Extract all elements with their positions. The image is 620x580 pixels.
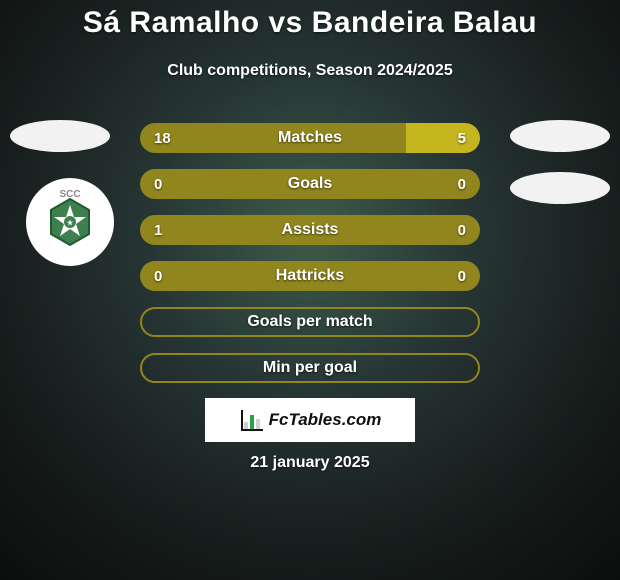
background: Sá Ramalho vs Bandeira Balau Club compet… — [0, 0, 620, 580]
stat-value-left: 1 — [154, 215, 162, 245]
player-left-photo — [10, 120, 110, 152]
stat-bar: Goals per match — [140, 307, 480, 337]
club-badge-icon: SCC ★ — [31, 183, 109, 261]
stat-label: Assists — [140, 215, 480, 245]
stat-bar: Hattricks0 0 — [140, 261, 480, 291]
content-region: Sá Ramalho vs Bandeira Balau Club compet… — [0, 0, 620, 500]
fctables-badge: FcTables.com — [205, 398, 415, 442]
player-right-photo — [510, 120, 610, 152]
stat-value-right: 0 — [458, 169, 466, 199]
bar-chart-icon — [239, 409, 263, 431]
stat-value-left: 0 — [154, 261, 162, 291]
stat-bar: Assists1 0 — [140, 215, 480, 245]
stat-value-left: 0 — [154, 169, 162, 199]
comparison-title: Sá Ramalho vs Bandeira Balau — [0, 6, 620, 40]
fctables-label: FcTables.com — [269, 410, 382, 430]
stat-value-right: 0 — [458, 261, 466, 291]
stat-label: Goals per match — [142, 309, 478, 335]
svg-text:★: ★ — [67, 219, 74, 227]
club-right-badge — [510, 172, 610, 204]
stat-label: Goals — [140, 169, 480, 199]
stat-bar: Goals0 0 — [140, 169, 480, 199]
stat-label: Min per goal — [142, 355, 478, 381]
stat-bar: Min per goal — [140, 353, 480, 383]
stat-label: Hattricks — [140, 261, 480, 291]
date-label: 21 january 2025 — [0, 454, 620, 472]
stat-bar: Matches18 5 — [140, 123, 480, 153]
stat-label: Matches — [140, 123, 480, 153]
subtitle: Club competitions, Season 2024/2025 — [0, 62, 620, 80]
club-left-badge: SCC ★ — [26, 178, 114, 266]
stat-value-right: 5 — [458, 123, 466, 153]
stat-value-left: 18 — [154, 123, 171, 153]
stat-value-right: 0 — [458, 215, 466, 245]
